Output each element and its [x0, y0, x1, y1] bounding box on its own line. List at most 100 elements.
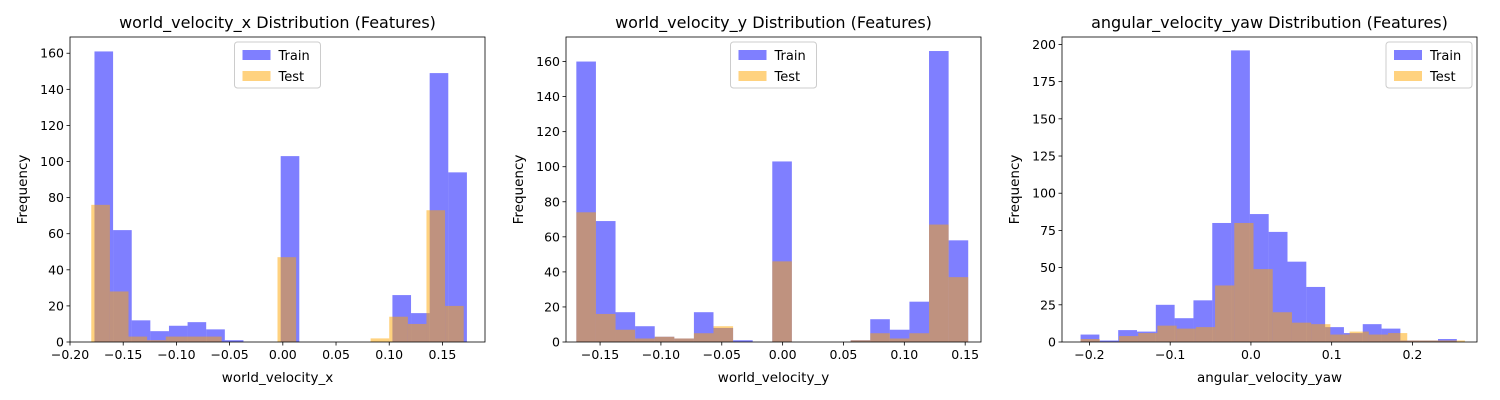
bar-test — [1176, 328, 1196, 342]
bar-train — [595, 221, 616, 342]
bar-test — [595, 313, 616, 342]
axes-frame — [1061, 36, 1478, 343]
x-tick-label: 0.05 — [830, 347, 858, 362]
bar-test — [889, 338, 910, 342]
bar-test — [948, 277, 969, 342]
bar-test — [1311, 324, 1331, 342]
bar-test — [1445, 340, 1465, 342]
y-tick-label: 125 — [1032, 149, 1056, 164]
x-tick-label: 0.0 — [1241, 347, 1261, 362]
bar-test — [674, 338, 694, 342]
bar-train — [150, 331, 169, 342]
x-tick-label: −0.10 — [642, 347, 680, 362]
bar-test — [1253, 269, 1273, 342]
y-tick-label: 0 — [1048, 335, 1056, 350]
legend-test-label: Test — [1429, 70, 1456, 85]
x-tick-label: −0.1 — [1155, 347, 1185, 362]
legend: Train Test — [1385, 41, 1473, 89]
y-tick-label: 80 — [48, 190, 64, 205]
x-axis-label: world_velocity_y — [718, 370, 829, 386]
axes-frame — [565, 36, 982, 343]
bar-train — [1080, 334, 1100, 342]
bar-train — [1287, 261, 1307, 342]
y-tick-label: 60 — [544, 229, 560, 244]
x-tick-label: −0.15 — [581, 347, 619, 362]
bar-test — [693, 333, 714, 342]
bar-test — [203, 336, 222, 342]
bar-test — [870, 333, 890, 342]
y-tick-label: 20 — [48, 298, 64, 313]
x-tick-label: 0.00 — [769, 347, 797, 362]
bar-test — [128, 336, 148, 342]
bar-train — [448, 172, 467, 342]
legend-train-label: Train — [1429, 49, 1461, 64]
bar-test — [1349, 331, 1369, 342]
bar-test — [1080, 339, 1100, 342]
bar-train — [224, 340, 244, 342]
bar-train — [131, 320, 151, 342]
bar-test — [1157, 325, 1177, 342]
bar-test — [1388, 333, 1408, 342]
legend-test-swatch — [242, 71, 271, 81]
legend-test-label: Test — [278, 70, 305, 85]
x-tick-label: −0.10 — [157, 347, 195, 362]
bar-test — [1215, 285, 1235, 342]
y-tick-label: 100 — [1032, 186, 1056, 201]
y-axis-label: Frequency — [1007, 155, 1023, 225]
y-tick-label: 120 — [536, 124, 560, 139]
y-tick-label: 160 — [536, 54, 560, 69]
chart-title: world_velocity_x Distribution (Features) — [119, 13, 436, 33]
bar-test — [407, 323, 427, 342]
bar-train — [1099, 340, 1119, 342]
bar-test — [635, 338, 655, 342]
bar-test — [1291, 322, 1312, 342]
bar-test — [1407, 340, 1427, 342]
y-tick-label: 0 — [56, 335, 64, 350]
bar-test — [109, 291, 129, 342]
y-tick-label: 80 — [544, 194, 560, 209]
bar-test — [277, 257, 297, 342]
bar-test — [389, 316, 408, 342]
y-tick-label: 0 — [552, 335, 560, 350]
bar-test — [445, 305, 464, 342]
legend-test-swatch — [1394, 71, 1422, 81]
bar-test — [1330, 334, 1350, 342]
bar-test — [91, 204, 110, 342]
y-tick-label: 140 — [536, 89, 560, 104]
y-tick-label: 100 — [40, 154, 64, 169]
chart-title: world_velocity_y Distribution (Features) — [615, 13, 932, 33]
x-axis-label: world_velocity_x — [222, 370, 333, 386]
legend: Train Test — [730, 41, 817, 89]
series-test — [576, 212, 969, 342]
x-tick-label: 0.10 — [890, 347, 918, 362]
y-tick-label: 140 — [40, 82, 64, 97]
series-test — [1080, 222, 1465, 342]
y-tick-label: 200 — [1032, 37, 1056, 52]
bar-test — [1234, 222, 1254, 342]
x-tick-label: −0.05 — [210, 347, 248, 362]
legend-train-swatch — [1394, 50, 1422, 60]
x-tick-label: 0.2 — [1402, 347, 1422, 362]
x-tick-label: 0.15 — [429, 347, 457, 362]
x-tick-label: 0.1 — [1322, 347, 1342, 362]
legend-test-swatch — [738, 71, 767, 81]
bar-test — [370, 338, 390, 342]
legend-train-label: Train — [774, 49, 806, 64]
x-tick-label: 0.10 — [375, 347, 403, 362]
legend: Train Test — [234, 41, 321, 89]
bar-test — [576, 212, 596, 342]
x-tick-label: 0.00 — [269, 347, 297, 362]
x-tick-label: 0.15 — [951, 347, 979, 362]
bar-test — [426, 210, 446, 342]
bar-test — [909, 333, 930, 342]
axes-frame — [69, 36, 486, 343]
bar-test — [929, 224, 949, 342]
bar-test — [1426, 340, 1446, 342]
y-tick-label: 50 — [1040, 260, 1056, 275]
x-axis-label: angular_velocity_yaw — [1197, 370, 1342, 386]
chart-panel-2: world_velocity_y Distribution (Features)… — [511, 13, 982, 386]
bar-test — [1119, 336, 1139, 342]
y-axis-label: Frequency — [511, 155, 527, 225]
y-tick-label: 20 — [544, 299, 560, 314]
